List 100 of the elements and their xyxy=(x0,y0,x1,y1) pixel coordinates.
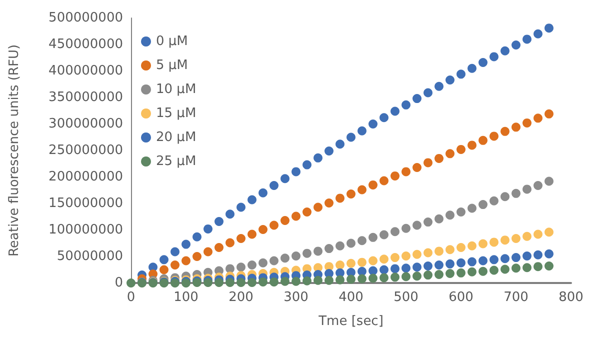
point xyxy=(214,217,224,226)
point xyxy=(500,264,510,274)
point xyxy=(248,195,256,204)
point xyxy=(302,248,312,258)
point xyxy=(456,207,466,216)
point xyxy=(270,180,278,190)
point xyxy=(478,266,488,276)
point xyxy=(544,249,554,258)
point xyxy=(412,272,422,281)
point xyxy=(170,247,180,256)
point xyxy=(380,254,388,264)
point xyxy=(336,275,344,284)
point xyxy=(424,158,432,168)
point xyxy=(258,188,268,198)
point xyxy=(544,24,554,33)
point xyxy=(478,200,488,210)
point xyxy=(534,29,542,38)
point xyxy=(390,253,400,262)
point xyxy=(280,254,290,263)
point xyxy=(204,224,212,234)
point xyxy=(402,251,410,260)
point xyxy=(314,202,322,212)
y-axis-title: Reative fluorescence units (RFU) xyxy=(7,44,22,257)
point xyxy=(478,239,488,248)
legend-label: 0 μM xyxy=(156,34,188,49)
point xyxy=(248,230,256,239)
point xyxy=(192,252,202,261)
point xyxy=(402,167,410,176)
y-tick-label: 250000000 xyxy=(48,143,123,158)
point xyxy=(390,272,400,282)
legend-label: 15 μM xyxy=(156,106,196,121)
point xyxy=(478,256,488,266)
point xyxy=(468,64,476,73)
y-tick-label: 500000000 xyxy=(48,10,123,26)
point xyxy=(358,274,366,284)
point xyxy=(490,196,498,206)
point xyxy=(490,132,498,141)
point xyxy=(324,198,334,208)
point xyxy=(314,153,322,162)
point xyxy=(424,218,432,227)
point xyxy=(500,46,510,56)
point xyxy=(302,276,312,286)
point xyxy=(534,230,542,239)
point xyxy=(236,262,246,272)
point xyxy=(478,58,488,68)
point xyxy=(358,236,366,246)
point xyxy=(434,214,444,224)
point xyxy=(456,268,466,278)
point xyxy=(236,234,246,243)
point xyxy=(412,162,422,172)
x-axis-title: Tme [sec] xyxy=(318,314,384,329)
point xyxy=(446,210,454,220)
point xyxy=(368,274,378,283)
point xyxy=(380,176,388,186)
point xyxy=(192,232,202,242)
point xyxy=(412,220,422,230)
point xyxy=(402,100,410,110)
point xyxy=(402,272,410,282)
point xyxy=(314,246,322,256)
point xyxy=(500,126,510,136)
point xyxy=(478,136,488,145)
point xyxy=(302,207,312,216)
point xyxy=(160,265,168,274)
point xyxy=(248,278,256,287)
point xyxy=(512,122,520,132)
point xyxy=(424,262,432,271)
legend-label: 10 μM xyxy=(156,82,196,97)
point xyxy=(346,238,356,248)
point xyxy=(258,258,268,268)
point xyxy=(346,274,356,284)
point xyxy=(236,278,246,287)
point xyxy=(292,276,300,286)
point xyxy=(534,114,542,123)
point xyxy=(424,270,432,280)
point xyxy=(468,140,476,150)
point xyxy=(456,258,466,268)
legend-label: 25 μM xyxy=(156,154,196,169)
point xyxy=(324,276,334,285)
point xyxy=(270,256,278,266)
point xyxy=(324,244,334,254)
point xyxy=(226,264,234,274)
point xyxy=(380,273,388,282)
point xyxy=(226,210,234,219)
point xyxy=(226,278,234,287)
point xyxy=(280,276,290,286)
point xyxy=(490,266,498,275)
point xyxy=(446,245,454,254)
y-tick-label: 200000000 xyxy=(48,170,123,184)
y-tick-label: 150000000 xyxy=(48,196,123,211)
point xyxy=(204,247,212,256)
point xyxy=(182,256,190,266)
point xyxy=(292,167,300,176)
point xyxy=(402,264,410,273)
point xyxy=(214,242,224,252)
point xyxy=(512,253,520,262)
point xyxy=(446,149,454,158)
point xyxy=(434,154,444,163)
y-tick-label: 350000000 xyxy=(48,90,123,105)
point xyxy=(358,185,366,194)
point xyxy=(160,255,168,264)
